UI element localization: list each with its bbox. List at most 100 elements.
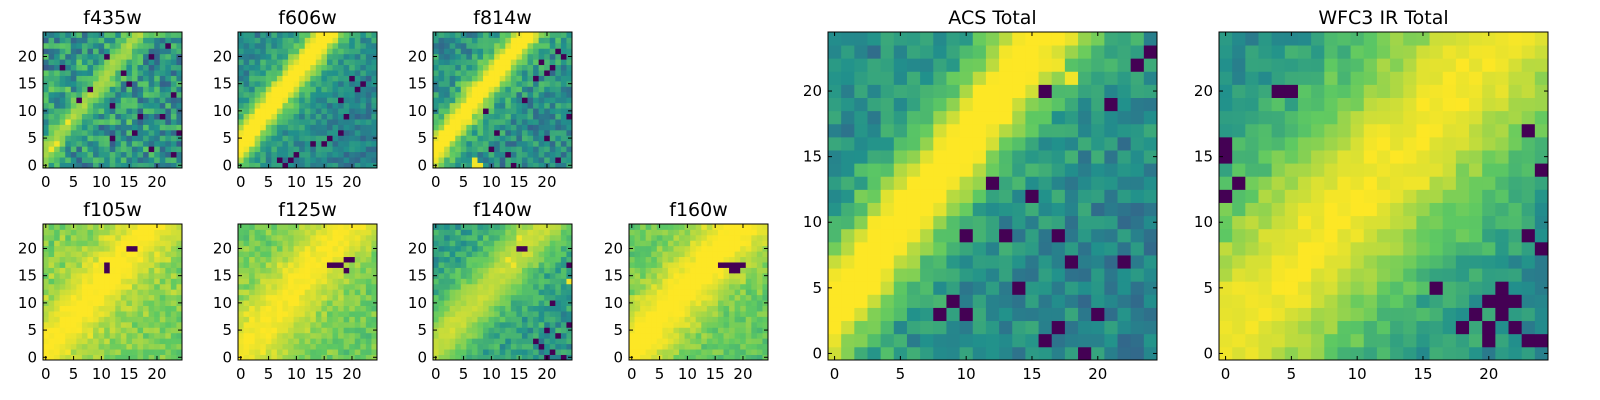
heatmap-cell [527, 86, 534, 93]
heatmap-cell [972, 176, 987, 190]
heatmap-cell [154, 157, 161, 163]
heatmap-cell [176, 267, 183, 274]
heatmap-cell [332, 240, 339, 247]
heatmap-cell [93, 251, 99, 258]
heatmap-cell [494, 70, 501, 76]
heatmap-cell [544, 327, 551, 334]
heatmap-cell [667, 256, 674, 263]
heatmap-cell [170, 278, 177, 285]
heatmap-cell [477, 42, 484, 49]
heatmap-cell [360, 70, 367, 76]
heatmap-cell [249, 256, 256, 263]
heatmap-cell [299, 124, 306, 131]
heatmap-cell [326, 162, 333, 169]
heatmap-cell [516, 37, 523, 44]
heatmap-cell [466, 311, 473, 317]
heatmap-cell [449, 262, 456, 268]
heatmap-cell [365, 162, 372, 169]
heatmap-cell [438, 151, 445, 158]
heatmap-cell [104, 251, 111, 258]
heatmap-cell [684, 305, 691, 312]
heatmap-cell [48, 316, 55, 323]
heatmap-cell [494, 119, 501, 125]
heatmap-cell [483, 97, 489, 104]
heatmap-cell [43, 91, 49, 98]
heatmap-cell [349, 245, 356, 252]
heatmap-cell [238, 48, 244, 55]
heatmap-cell [544, 37, 551, 44]
heatmap-cell [533, 354, 540, 361]
heatmap-cell [566, 64, 573, 71]
heatmap-cell [651, 305, 658, 312]
heatmap-cell [751, 294, 758, 301]
heatmap-cell [249, 354, 256, 361]
heatmap-cell [449, 349, 456, 355]
heatmap-cell [566, 267, 573, 274]
heatmap-cell [176, 48, 183, 55]
heatmap-cell [640, 245, 647, 252]
heatmap-cell [326, 102, 333, 109]
heatmap-cell [271, 289, 278, 296]
heatmap-cell [131, 354, 138, 361]
heatmap-cell [667, 311, 674, 317]
heatmap-cell [159, 157, 166, 163]
heatmap-cell [505, 42, 512, 49]
heatmap-cell [126, 102, 133, 109]
heatmap-cell [321, 42, 328, 49]
heatmap-cell [115, 338, 122, 345]
heatmap-cell [449, 332, 456, 339]
heatmap-cell [176, 349, 183, 355]
heatmap-cell [717, 343, 724, 350]
heatmap-cell [310, 140, 317, 147]
heatmap-cell [243, 256, 250, 263]
heatmap-cell [455, 102, 462, 109]
heatmap-cell [54, 283, 61, 290]
heatmap-cell [460, 327, 467, 334]
heatmap-cell [985, 241, 1000, 256]
heatmap-cell [477, 80, 484, 87]
heatmap-cell [521, 272, 528, 279]
heatmap-cell [87, 294, 94, 301]
heatmap-cell [115, 354, 122, 361]
heatmap-cell [538, 75, 545, 82]
heatmap-cell [566, 316, 573, 323]
heatmap-cell [723, 251, 730, 258]
heatmap-cell [555, 162, 562, 169]
heatmap-cell [98, 108, 105, 114]
heatmap-cell [544, 234, 551, 241]
heatmap-cell [460, 332, 467, 339]
heatmap-cell [170, 75, 177, 82]
heatmap-cell [48, 86, 55, 93]
heatmap-cell [549, 102, 556, 109]
heatmap-cell [1012, 241, 1026, 256]
heatmap-cell [76, 129, 83, 136]
heatmap-cell [321, 251, 328, 258]
heatmap-cell [354, 267, 361, 274]
heatmap-cell [510, 234, 517, 241]
heatmap-cell [477, 300, 484, 306]
heatmap-cell [260, 321, 267, 328]
heatmap-cell [354, 129, 361, 136]
heatmap-cell [310, 343, 317, 350]
heatmap-cell [756, 332, 763, 339]
heatmap-cell [444, 240, 451, 247]
heatmap-cell [321, 234, 328, 241]
heatmap-cell [828, 176, 842, 190]
heatmap-cell [65, 305, 72, 312]
heatmap-cell [271, 64, 278, 71]
heatmap-cell [271, 316, 278, 323]
heatmap-cell [505, 349, 512, 355]
heatmap-cell [673, 272, 680, 279]
heatmap-cell [740, 305, 747, 312]
heatmap-cell [249, 327, 256, 334]
heatmap-cell [751, 283, 758, 290]
heatmap-cell [684, 267, 691, 274]
heatmap-cell [477, 321, 484, 328]
heatmap-cell [137, 251, 144, 258]
heatmap-cell [756, 272, 763, 279]
heatmap-cell [304, 267, 311, 274]
heatmap-cell [667, 327, 674, 334]
heatmap-cell [131, 300, 138, 306]
heatmap-cell [477, 289, 484, 296]
heatmap-cell [315, 321, 322, 328]
